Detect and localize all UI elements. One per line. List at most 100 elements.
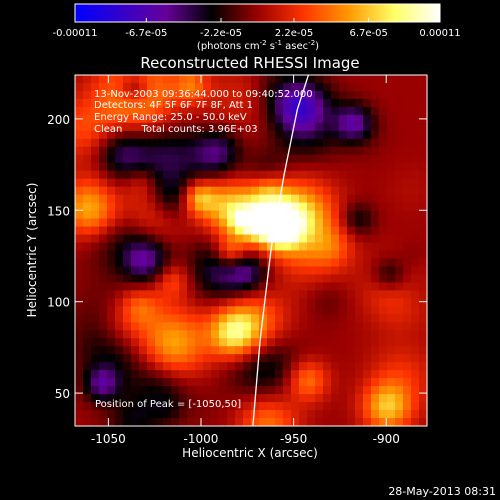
heatmap-cell — [403, 242, 412, 252]
heatmap-cell — [131, 354, 140, 363]
heatmap-cell — [347, 386, 356, 395]
heatmap-cell — [307, 186, 316, 196]
heatmap-cell — [147, 114, 156, 124]
heatmap-cell — [195, 122, 204, 132]
heatmap-cell — [171, 138, 180, 148]
heatmap-cell — [155, 386, 164, 395]
heatmap-cell — [251, 362, 260, 371]
heatmap-cell — [75, 378, 84, 387]
heatmap-cell — [291, 202, 300, 212]
heatmap-cell — [275, 130, 284, 140]
heatmap-cell — [235, 178, 244, 188]
heatmap-cell — [211, 378, 220, 387]
heatmap-cell — [163, 354, 172, 363]
heatmap-cell — [363, 306, 372, 315]
heatmap-cell — [99, 410, 108, 419]
heatmap-cell — [99, 186, 108, 196]
heatmap-cell — [403, 410, 412, 419]
heatmap-cell — [315, 146, 324, 156]
heatmap-cell — [347, 378, 356, 387]
heatmap-cell — [371, 82, 380, 92]
heatmap-cell — [107, 106, 116, 116]
heatmap-cell — [99, 226, 108, 236]
heatmap-cell — [363, 290, 372, 299]
heatmap-cell — [315, 314, 324, 323]
heatmap-cell — [243, 98, 252, 108]
heatmap-cell — [219, 162, 228, 172]
heatmap-cell — [99, 274, 108, 284]
heatmap-cell — [315, 338, 324, 347]
heatmap-cell — [315, 138, 324, 148]
heatmap-cell — [363, 338, 372, 347]
heatmap-cell — [339, 202, 348, 212]
heatmap-cell — [347, 418, 356, 427]
heatmap-cell — [139, 386, 148, 395]
heatmap-cell — [211, 234, 220, 244]
heatmap-cell — [235, 106, 244, 116]
heatmap-cell — [179, 418, 188, 427]
heatmap-cell — [267, 266, 276, 276]
heatmap-cell — [411, 130, 420, 140]
heatmap-cell — [131, 154, 140, 164]
heatmap-cell — [227, 402, 236, 411]
heatmap-cell — [155, 418, 164, 427]
heatmap-cell — [235, 282, 244, 291]
heatmap-cell — [83, 226, 92, 236]
heatmap-cell — [275, 266, 284, 276]
heatmap-cell — [283, 322, 292, 331]
heatmap-cell — [99, 98, 108, 108]
heatmap-cell — [347, 226, 356, 236]
heatmap-cell — [379, 114, 388, 124]
heatmap-cell — [363, 162, 372, 172]
heatmap-cell — [211, 354, 220, 363]
heatmap-cell — [371, 162, 380, 172]
heatmap-cell — [139, 234, 148, 244]
heatmap-cell — [267, 194, 276, 204]
heatmap-cell — [115, 378, 124, 387]
heatmap-cell — [275, 386, 284, 395]
heatmap-cell — [163, 122, 172, 132]
heatmap-cell — [123, 250, 132, 260]
heatmap-cell — [331, 354, 340, 363]
heatmap-cell — [275, 98, 284, 108]
heatmap-cell — [211, 130, 220, 140]
heatmap-cell — [155, 114, 164, 124]
heatmap-cell — [219, 146, 228, 156]
heatmap-cell — [171, 362, 180, 371]
heatmap-cell — [187, 410, 196, 419]
heatmap-cell — [163, 130, 172, 140]
heatmap-cell — [147, 386, 156, 395]
heatmap-cell — [267, 75, 276, 84]
heatmap-cell — [203, 338, 212, 347]
heatmap-cell — [307, 250, 316, 260]
heatmap-cell — [131, 178, 140, 188]
heatmap-cell — [179, 210, 188, 220]
heatmap-cell — [275, 250, 284, 260]
heatmap-cell — [131, 146, 140, 156]
heatmap-cell — [347, 362, 356, 371]
heatmap-cell — [147, 194, 156, 204]
heatmap-cell — [179, 346, 188, 355]
heatmap-cell — [419, 75, 428, 84]
heatmap-cell — [347, 330, 356, 339]
heatmap-cell — [411, 114, 420, 124]
heatmap-cell — [251, 410, 260, 419]
heatmap-cell — [275, 82, 284, 92]
heatmap-cell — [259, 298, 268, 307]
heatmap-cell — [315, 330, 324, 339]
heatmap-cell — [211, 114, 220, 124]
heatmap-cell — [123, 226, 132, 236]
heatmap-cell — [219, 90, 228, 100]
heatmap-cell — [211, 162, 220, 172]
heatmap-cell — [139, 290, 148, 299]
heatmap-cell — [187, 258, 196, 268]
heatmap-cell — [75, 306, 84, 315]
heatmap-cell — [219, 282, 228, 291]
heatmap-cell — [267, 146, 276, 156]
heatmap-cell — [91, 114, 100, 124]
heatmap-cell — [147, 298, 156, 307]
heatmap-cell — [163, 266, 172, 276]
heatmap-cell — [91, 138, 100, 148]
heatmap-cell — [379, 154, 388, 164]
heatmap-cell — [371, 154, 380, 164]
